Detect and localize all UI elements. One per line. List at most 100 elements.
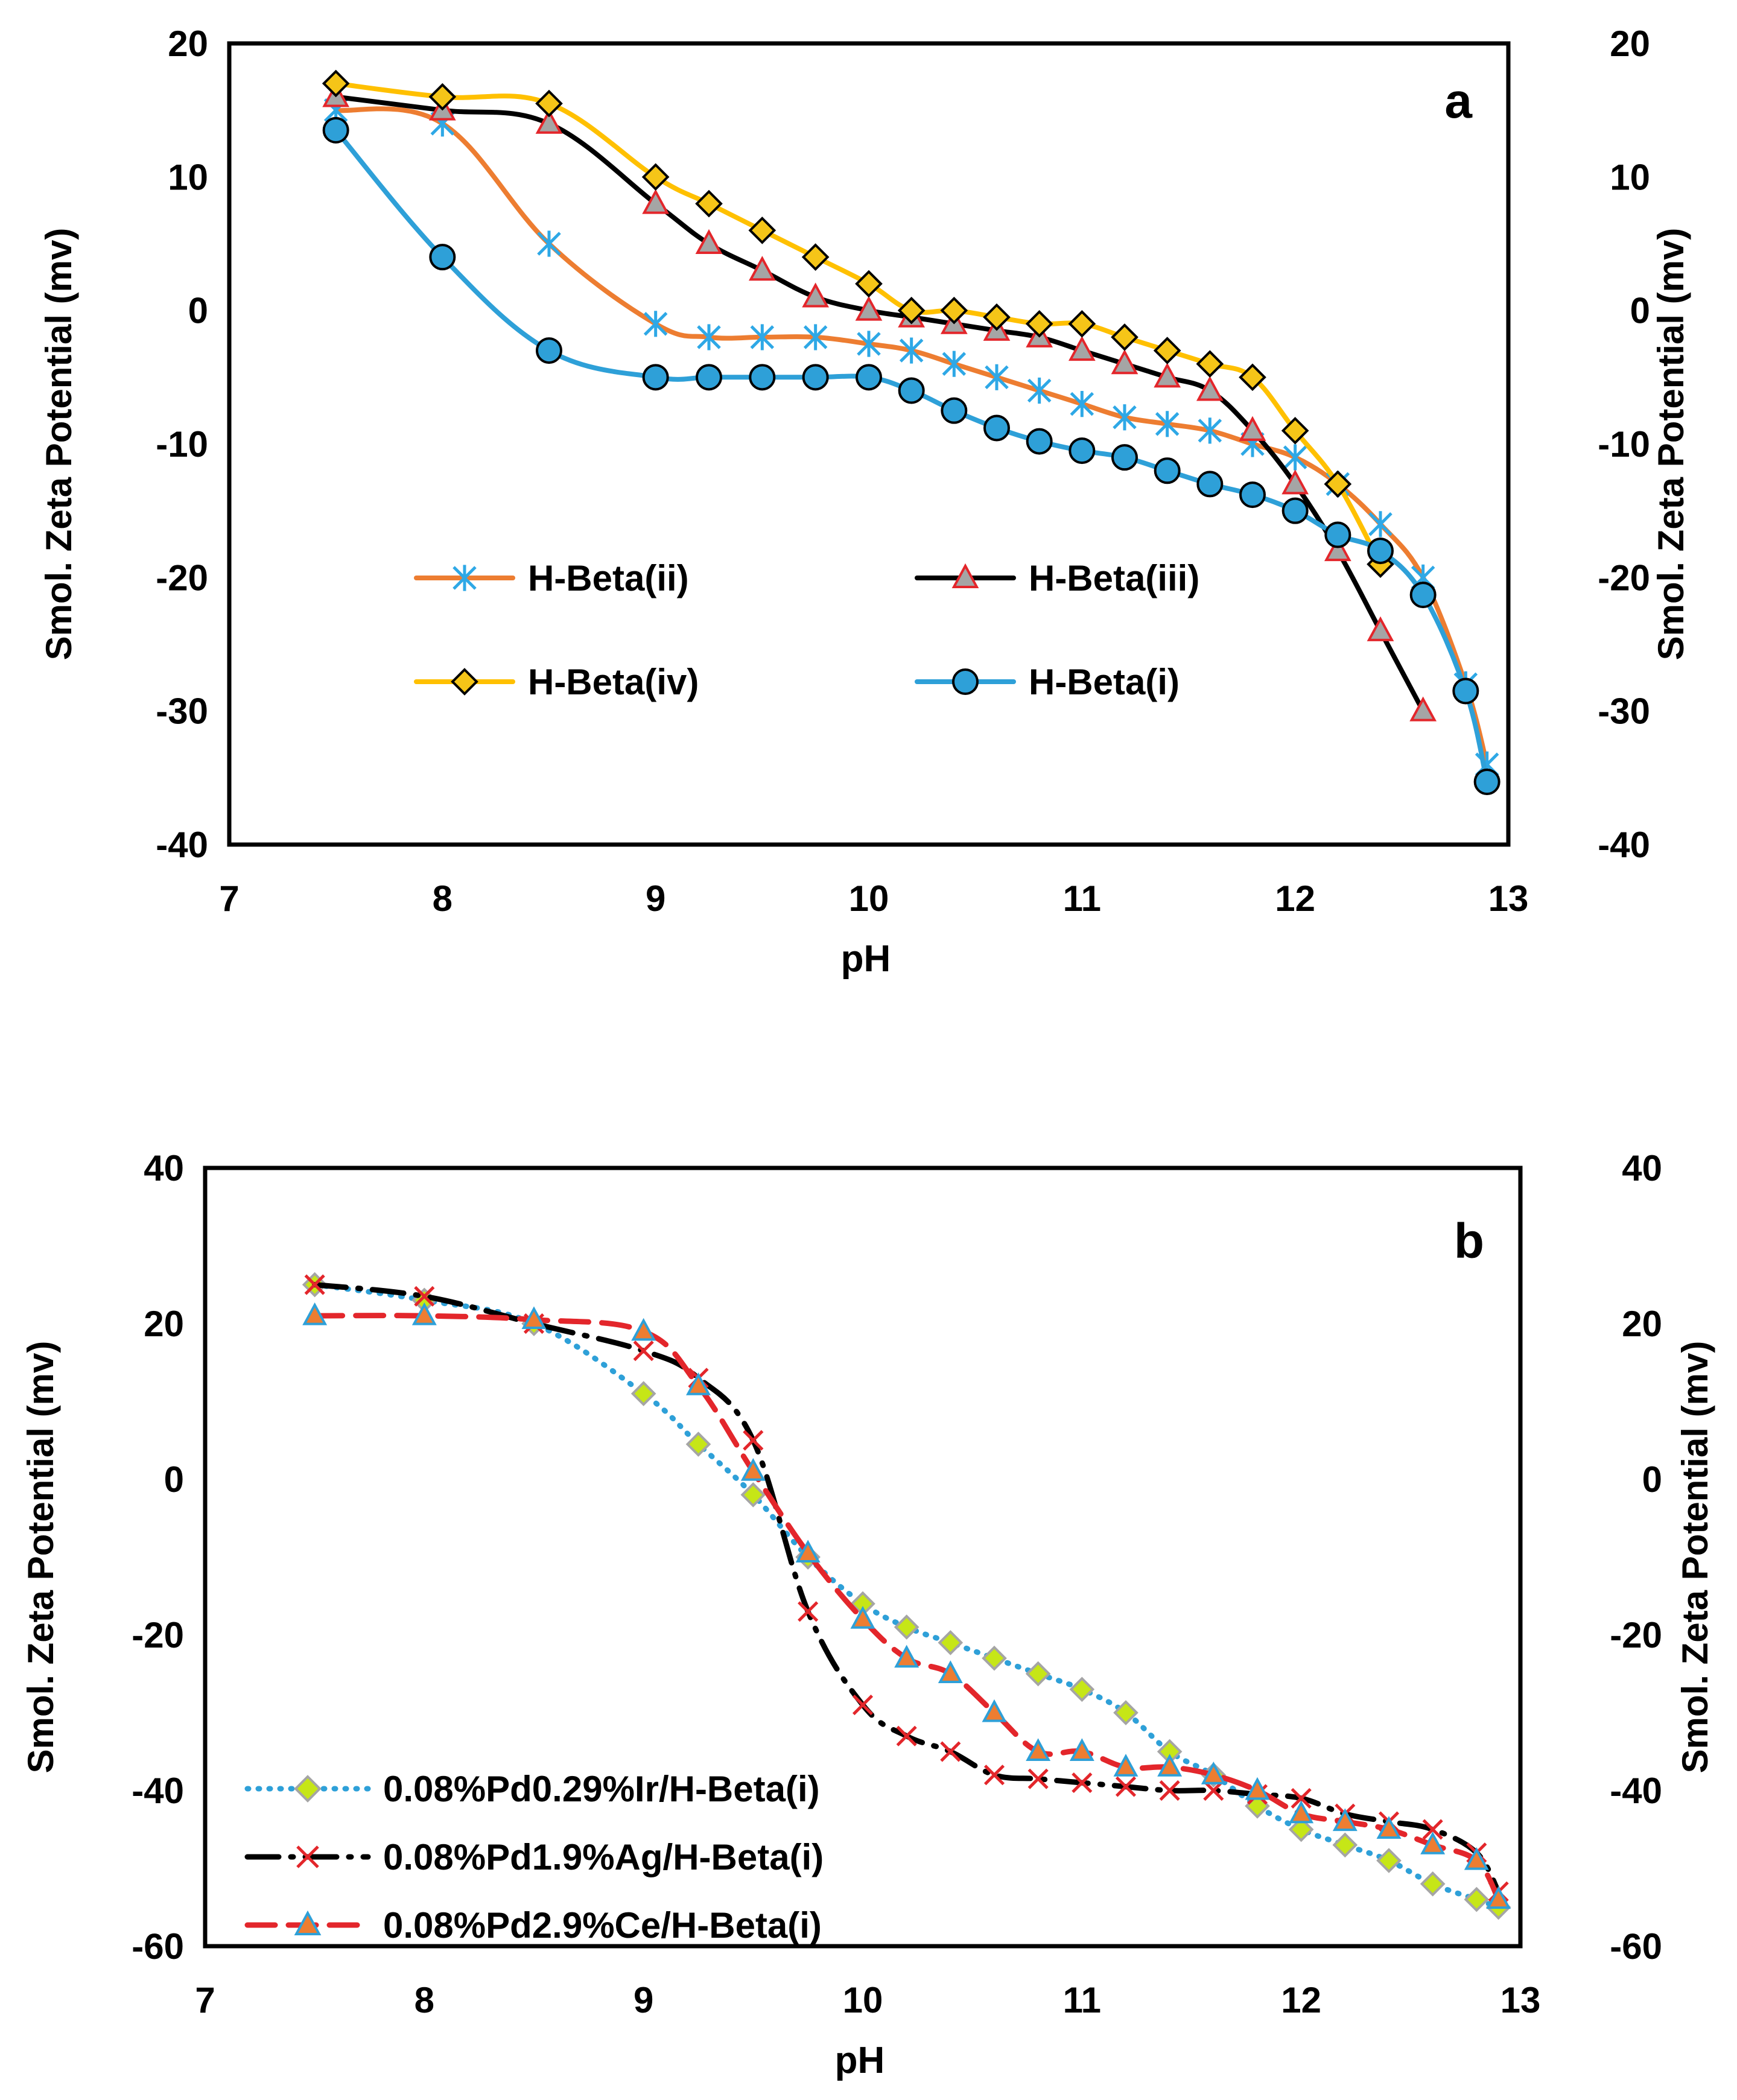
- chart-panel-a: 7 8 9 10 11 12 13 20 10 0 -10 -20 -30 -40 20 10 0 -10 -20 -…: [39, 24, 1691, 980]
- data-point: [1367, 538, 1394, 565]
- data-point: [1409, 696, 1437, 722]
- data-point: [750, 324, 775, 351]
- data-point: [802, 282, 830, 308]
- data-point: [1422, 1819, 1443, 1840]
- y-tick-label-right: 20: [1610, 24, 1650, 64]
- data-point: [695, 229, 723, 254]
- x-tick-label: 7: [219, 878, 239, 919]
- y-tick-label: -40: [156, 825, 208, 865]
- data-point: [1154, 363, 1181, 388]
- legend-label: H-Beta(i): [1029, 662, 1180, 702]
- data-point: [1113, 1700, 1138, 1725]
- legend-marker: [451, 668, 478, 696]
- data-point: [1324, 536, 1351, 562]
- data-point: [1201, 1762, 1226, 1784]
- data-point: [899, 337, 924, 364]
- data-point: [304, 1274, 325, 1295]
- x-tick-label: 7: [195, 1980, 215, 2020]
- data-point: [1368, 511, 1392, 538]
- data-point: [795, 1540, 821, 1563]
- series-line: [333, 94, 1426, 714]
- x-tick-label: 13: [1488, 878, 1529, 919]
- x-axis-title: pH: [835, 2040, 885, 2081]
- y-tick-label-right: 20: [1622, 1304, 1662, 1344]
- data-point: [1288, 1816, 1314, 1842]
- y-tick-label-right: -30: [1598, 691, 1650, 732]
- data-point: [748, 256, 776, 281]
- legend-label: H-Beta(iv): [528, 662, 699, 702]
- x-tick-label: 10: [843, 1980, 883, 2020]
- data-point: [938, 1660, 963, 1683]
- data-point: [1196, 376, 1224, 401]
- data-point: [685, 1432, 711, 1457]
- data-point: [855, 270, 883, 298]
- y-tick-label-right: -20: [1598, 557, 1650, 598]
- data-point: [1283, 444, 1307, 471]
- y-tick-label-right: -20: [1610, 1615, 1662, 1655]
- data-point: [643, 311, 668, 337]
- y-axis-title: Smol. Zeta Potential (mv): [21, 1341, 61, 1774]
- data-point: [630, 1381, 656, 1406]
- data-point: [985, 364, 1009, 390]
- data-point: [1111, 349, 1138, 375]
- data-point: [1281, 497, 1309, 524]
- panel-label: a: [1444, 74, 1473, 128]
- y-tick-label: -60: [132, 1926, 184, 1967]
- data-point: [521, 1306, 547, 1330]
- data-point: [1239, 481, 1266, 509]
- data-point: [1115, 1776, 1137, 1797]
- data-point: [983, 303, 1011, 331]
- data-point: [535, 109, 563, 134]
- data-point: [855, 296, 883, 321]
- data-point: [856, 364, 882, 391]
- data-point: [897, 296, 926, 325]
- data-point: [1196, 350, 1224, 378]
- legend-item: H-Beta(ii): [414, 558, 689, 598]
- data-point: [642, 364, 669, 391]
- data-point: [1026, 428, 1053, 455]
- data-point: [1027, 1768, 1049, 1789]
- series-3: [322, 116, 1500, 795]
- legend-item: H-Beta(iii): [915, 558, 1199, 598]
- data-point: [1068, 309, 1096, 338]
- data-point: [850, 1606, 875, 1629]
- data-point: [894, 1645, 919, 1668]
- y-tick-label-right: -40: [1610, 1771, 1662, 1811]
- data-point: [940, 296, 968, 325]
- data-point: [1239, 363, 1266, 392]
- data-point: [1332, 1832, 1358, 1858]
- data-point: [1157, 1754, 1183, 1777]
- series-0: [323, 97, 1499, 778]
- chart-panel-b: 7 8 9 10 11 12 13 40 20 0 -20 -40 -60 40 20 0 -20 -40 -60 p…: [21, 1148, 1715, 2081]
- x-tick-label: 9: [634, 1980, 653, 2020]
- legend-marker: [951, 563, 979, 588]
- series-2: [322, 69, 1394, 579]
- data-point: [894, 1614, 919, 1640]
- y-tick-label: 10: [168, 157, 208, 197]
- legend-label: 0.08%Pd2.9%Ce/H-Beta(i): [383, 1905, 822, 1946]
- x-tick-label: 11: [1063, 878, 1101, 919]
- y-tick-label-right: -60: [1610, 1926, 1662, 1967]
- data-point: [749, 364, 776, 391]
- data-point: [1203, 1780, 1224, 1801]
- data-point: [743, 1430, 764, 1451]
- y-tick-label: 0: [164, 1459, 184, 1500]
- data-point: [322, 69, 350, 98]
- x-tick-label: 10: [849, 878, 889, 919]
- data-point: [1025, 1661, 1051, 1687]
- legend-label: 0.08%Pd0.29%Ir/H-Beta(i): [383, 1769, 820, 1809]
- data-point: [740, 1482, 766, 1508]
- data-point: [1289, 1800, 1314, 1824]
- data-point: [1281, 417, 1309, 445]
- data-point: [1324, 470, 1352, 498]
- data-point: [414, 1286, 435, 1307]
- series-line: [333, 106, 1490, 767]
- y-tick-label-right: 10: [1610, 157, 1650, 197]
- y-tick-label: -10: [156, 424, 208, 465]
- data-point: [695, 189, 723, 218]
- y-tick-label: 20: [144, 1304, 184, 1344]
- data-point: [633, 1340, 654, 1362]
- legend-label: 0.08%Pd1.9%Ag/H-Beta(i): [383, 1837, 824, 1877]
- data-point: [748, 217, 776, 244]
